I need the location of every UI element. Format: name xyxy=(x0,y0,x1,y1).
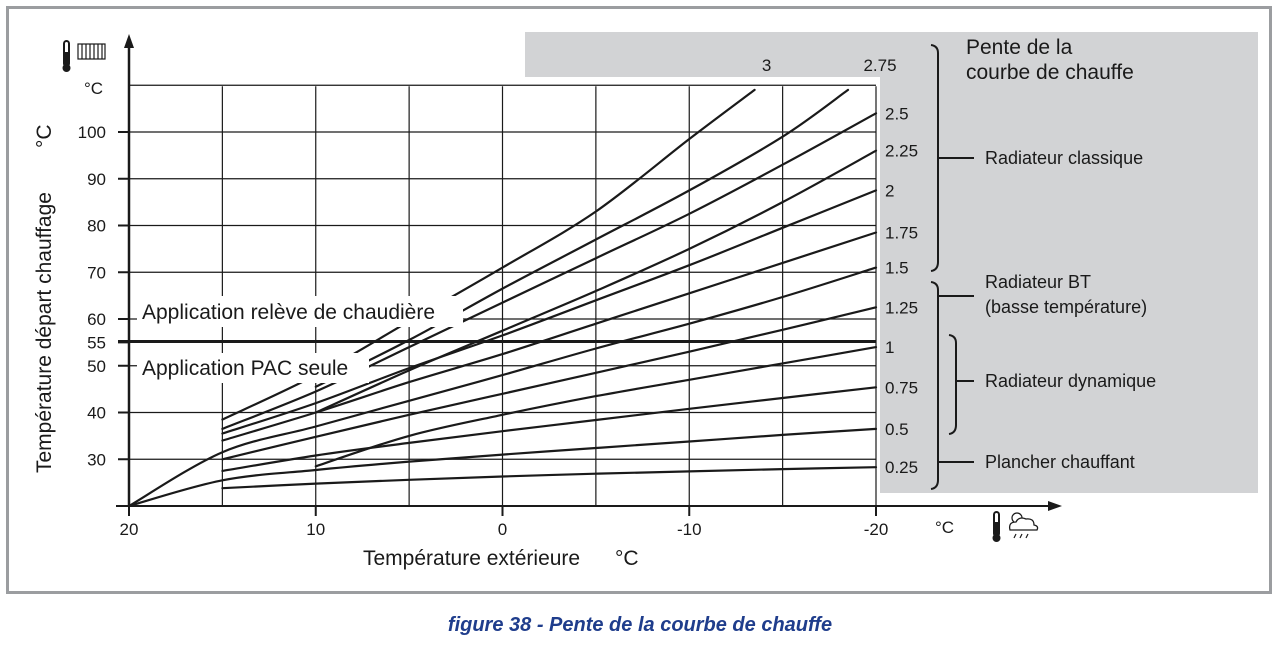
y-axis-arrow xyxy=(124,34,134,48)
x-axis-arrow xyxy=(1048,501,1062,511)
y-tick-label: 80 xyxy=(87,217,106,236)
curve-1 xyxy=(314,346,878,468)
thermometer-weather-icon xyxy=(992,511,1039,542)
legend-title-line2: courbe de chauffe xyxy=(966,61,1134,84)
legend-title-line1: Pente de la xyxy=(966,36,1073,59)
legend-panel xyxy=(525,32,1258,493)
legend-group-classique: Radiateur classique xyxy=(985,148,1143,168)
curve-0-5 xyxy=(127,427,878,508)
series-label-1: 1 xyxy=(885,338,894,357)
x-tick-label: 20 xyxy=(120,520,139,539)
label-bg-above xyxy=(137,296,463,327)
series-label-0-25: 0.25 xyxy=(885,458,918,477)
y-tick-label: 60 xyxy=(87,310,106,329)
y-axis-title-unit: °C xyxy=(33,124,56,148)
y-tick-label: 40 xyxy=(87,404,106,423)
x-axis-title-unit: °C xyxy=(615,547,639,570)
series-label-2-75: 2.75 xyxy=(863,56,896,75)
reference-label-above: Application relève de chaudière xyxy=(142,301,435,324)
series-label-2-25: 2.25 xyxy=(885,142,918,161)
series-label-0-75: 0.75 xyxy=(885,378,918,397)
legend-group-plancher: Plancher chauffant xyxy=(985,452,1135,472)
x-tick-label: -20 xyxy=(864,520,889,539)
series-label-2: 2 xyxy=(885,181,894,200)
curve-1-25 xyxy=(221,306,878,461)
figure-caption: figure 38 - Pente de la courbe de chauff… xyxy=(447,614,833,636)
y-tick-label: 50 xyxy=(87,357,106,376)
y-tick-label: 100 xyxy=(78,123,106,142)
series-label-1-5: 1.5 xyxy=(885,259,909,278)
x-unit-label: °C xyxy=(935,518,954,537)
curve-2-25 xyxy=(314,149,878,414)
legend-group-bt-line1: Radiateur BT xyxy=(985,272,1091,292)
bracket-bt xyxy=(930,281,939,490)
series-label-1-25: 1.25 xyxy=(885,298,918,317)
legend-group-dynamique: Radiateur dynamique xyxy=(985,371,1156,391)
legend-brackets xyxy=(930,44,974,490)
x-tick-label: -10 xyxy=(677,520,702,539)
series-labels: 0.25 0.5 0.75 1 1.25 1.5 1.75 2 2.25 2.5 2.75 3 xyxy=(762,56,918,477)
x-tick-label: 0 xyxy=(498,520,507,539)
y-tick-label: 55 xyxy=(87,333,106,352)
y-tick-label: 70 xyxy=(87,263,106,282)
curve-0-25 xyxy=(221,466,878,490)
series-label-1-75: 1.75 xyxy=(885,224,918,243)
series-label-0-5: 0.5 xyxy=(885,420,909,439)
label-bg-below xyxy=(137,353,369,383)
curve-2 xyxy=(221,189,878,435)
series-label-2-5: 2.5 xyxy=(885,104,909,123)
bracket-dynamique xyxy=(948,334,957,435)
curve-1-75 xyxy=(221,231,878,442)
reference-label-below: Application PAC seule xyxy=(142,357,348,380)
ticks xyxy=(118,131,877,516)
curve-2-5 xyxy=(221,112,878,430)
x-axis-title: Température extérieure xyxy=(363,547,580,570)
y-tick-label: 30 xyxy=(87,450,106,469)
legend-group-bt-line2: (basse température) xyxy=(985,297,1147,317)
curve-1-5 xyxy=(127,266,878,508)
y-tick-label: 90 xyxy=(87,170,106,189)
series-label-3: 3 xyxy=(762,56,771,75)
x-tick-label: 10 xyxy=(306,520,325,539)
thermometer-radiator-icon xyxy=(62,40,106,72)
curve-0-75 xyxy=(221,386,878,472)
y-unit-label: °C xyxy=(84,79,103,98)
y-axis-title: Température départ chauffage xyxy=(33,192,56,473)
